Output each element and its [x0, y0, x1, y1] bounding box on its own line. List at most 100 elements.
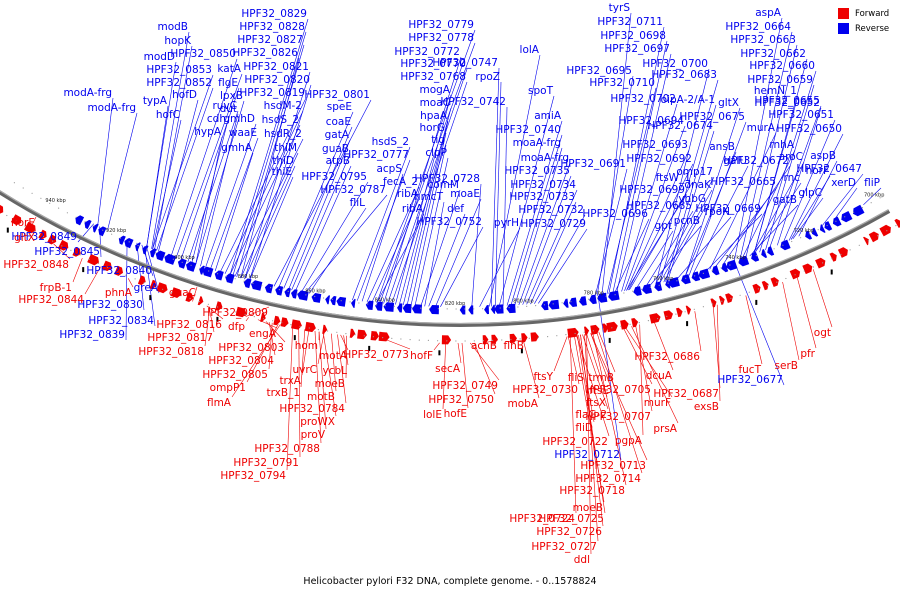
tick-dot: [171, 291, 173, 294]
gene-label: HPF32_0732: [518, 204, 584, 216]
tick-dot: [327, 330, 329, 332]
gene-label: HPF32_0772: [394, 46, 460, 58]
tick-dot: [870, 202, 872, 204]
gene-label: HPF32_0727: [531, 541, 597, 553]
leader-line: [471, 183, 482, 307]
gene-arrow: [114, 265, 123, 276]
tick-dot: [583, 331, 585, 333]
leader-line: [616, 53, 672, 293]
gene-label: HPF32_0685: [626, 200, 692, 212]
gene-arrow: [789, 268, 801, 280]
tick-dot: [323, 297, 325, 299]
tick-dot: [299, 325, 301, 327]
gene-label: HPF32_0672: [723, 155, 789, 167]
tick-dot: [755, 255, 758, 257]
gene-arrow: [260, 312, 266, 322]
tick-dot: [614, 294, 616, 296]
gene-label: HPF32_0659: [747, 74, 813, 86]
gene-arrow: [841, 211, 853, 223]
leader-line: [152, 119, 182, 250]
leader-line: [741, 149, 796, 259]
tick-dot: [879, 197, 881, 199]
leader-line: [592, 332, 627, 486]
leader-line: [343, 335, 349, 366]
tick-dot: [623, 292, 625, 294]
leader-line: [655, 176, 715, 285]
leader-line: [833, 187, 858, 221]
tick-dot: [596, 297, 599, 299]
gene-label: HPF32_0662: [740, 48, 806, 60]
gene-label: aspA: [755, 7, 782, 19]
tick-dot: [800, 237, 802, 239]
tick-dot: [308, 327, 310, 329]
gene-label: HPF32_0705: [585, 384, 651, 396]
leader-line: [684, 107, 741, 277]
figure-caption: Helicobacter pylori F32 DNA, complete ge…: [303, 576, 597, 587]
leader-line: [331, 333, 337, 392]
leader-line: [569, 336, 577, 514]
gene-label: pgpA: [615, 435, 643, 447]
gene-label: hofC: [156, 109, 180, 121]
tick-dot: [675, 313, 677, 315]
gene-label: HPF32_0829: [241, 8, 307, 20]
gene-arrow: [322, 324, 328, 334]
tick-dot: [111, 233, 113, 235]
gene-label: HPF32_0728: [414, 173, 480, 185]
tick-dot: [482, 308, 484, 310]
gene-label: hmcT: [414, 191, 444, 203]
gene-label: acnB: [471, 340, 497, 352]
leader-line: [298, 328, 301, 458]
gene-arrow: [620, 319, 629, 330]
gene-label: fliP: [864, 177, 880, 189]
gene-label: HPF32_0675: [679, 111, 745, 123]
tick-dot: [528, 337, 530, 339]
leader-line: [308, 207, 367, 294]
gene-label: HPF32_0697: [604, 43, 670, 55]
tick-dot: [252, 282, 254, 284]
gene-arrow: [579, 296, 587, 306]
tick-dot: [253, 316, 255, 318]
leader-line: [510, 134, 563, 306]
tick-marks: 940 kbp 920 kbp 900 kbp 880 kbp 860 kbp 840 k…: [6, 182, 897, 342]
leader-line: [420, 189, 461, 307]
tick-dot: [137, 245, 139, 247]
marker: [438, 350, 441, 356]
gene-label: moaC: [420, 97, 450, 109]
gene-label: ftsX: [586, 397, 606, 409]
marker: [686, 321, 689, 327]
marker: [293, 335, 296, 341]
gene-label: HPF32_0749: [432, 380, 498, 392]
tick-dot: [632, 290, 634, 292]
gene-label: hom: [295, 340, 318, 352]
leader-line: [440, 226, 484, 307]
gene-label: dnaK: [684, 179, 712, 191]
tick-dot: [867, 240, 870, 242]
gene-arrow: [770, 277, 779, 287]
gene-arrow: [459, 305, 466, 315]
gene-label: trmB: [588, 372, 614, 384]
leader-line: [205, 123, 257, 268]
tick-dot: [499, 307, 501, 309]
leader-line: [629, 182, 693, 291]
gene-label: speE: [327, 101, 352, 113]
gene-arrow: [602, 323, 609, 333]
leader-line: [231, 324, 281, 398]
gene-label: ribA: [402, 203, 424, 215]
leader-line: [753, 182, 802, 255]
leader-line: [273, 99, 372, 287]
gene-label: HPF32_0687: [653, 388, 719, 400]
gene-label: HPF32_0788: [254, 443, 320, 455]
tick-dot: [281, 322, 283, 324]
gene-label: HPF32_0660: [749, 60, 815, 72]
tick-dot: [684, 311, 686, 313]
leader-line: [208, 306, 215, 333]
tick-dot: [217, 306, 219, 308]
gene-label: pyrH: [494, 217, 519, 229]
gene-arrow: [721, 262, 729, 273]
gene-label: aroC: [779, 151, 803, 163]
gene-label: hofF: [410, 350, 433, 362]
gene-arrow: [142, 245, 149, 255]
tick-dot: [835, 220, 837, 222]
gene-arrow: [264, 283, 274, 294]
gene-label: gpt: [655, 220, 672, 232]
